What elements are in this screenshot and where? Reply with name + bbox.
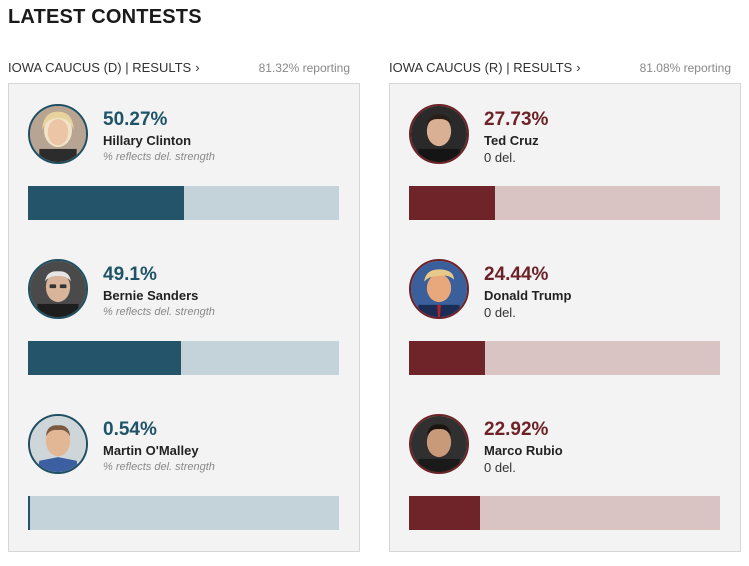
contest-results-link[interactable]: IOWA CAUCUS (D) | RESULTS › bbox=[8, 60, 200, 75]
contest-title: IOWA CAUCUS (D) | RESULTS bbox=[8, 60, 192, 75]
vote-bar-fill bbox=[409, 186, 496, 220]
vote-bar-fill bbox=[28, 341, 181, 375]
delegate-count: 0 del. bbox=[484, 460, 516, 475]
delegate-note: % reflects del. strength bbox=[103, 151, 215, 163]
vote-percentage: 24.44% bbox=[484, 264, 549, 285]
results-panel: 27.73% Ted Cruz 0 del. 24.44% Donald Tru… bbox=[389, 83, 741, 552]
contest-header: IOWA CAUCUS (D) | RESULTS › 81.32% report… bbox=[8, 60, 360, 78]
vote-bar-fill bbox=[28, 496, 30, 530]
contest-iowa-rep: IOWA CAUCUS (R) | RESULTS › 81.08% report… bbox=[389, 60, 741, 552]
candidate-row: 27.73% Ted Cruz 0 del. bbox=[390, 104, 740, 244]
vote-bar-track bbox=[409, 186, 720, 220]
vote-bar-fill bbox=[409, 341, 485, 375]
page-title: LATEST CONTESTS bbox=[8, 6, 202, 28]
vote-bar-track bbox=[409, 496, 720, 530]
vote-percentage: 50.27% bbox=[103, 109, 168, 130]
vote-percentage: 49.1% bbox=[103, 264, 157, 285]
vote-bar-fill bbox=[28, 186, 185, 220]
contest-header: IOWA CAUCUS (R) | RESULTS › 81.08% report… bbox=[389, 60, 741, 78]
vote-bar-track bbox=[28, 186, 339, 220]
vote-bar-track bbox=[28, 341, 339, 375]
vote-percentage: 22.92% bbox=[484, 419, 549, 440]
candidate-row: 0.54% Martin O'Malley % reflects del. st… bbox=[9, 414, 359, 554]
vote-percentage: 27.73% bbox=[484, 109, 549, 130]
delegate-count: 0 del. bbox=[484, 150, 516, 165]
candidate-name: Bernie Sanders bbox=[103, 288, 199, 303]
candidate-name: Martin O'Malley bbox=[103, 443, 199, 458]
hillary-clinton-avatar bbox=[28, 104, 88, 164]
delegate-note: % reflects del. strength bbox=[103, 461, 215, 473]
bernie-sanders-avatar bbox=[28, 259, 88, 319]
reporting-status: 81.32% reporting bbox=[258, 61, 350, 75]
vote-percentage: 0.54% bbox=[103, 419, 157, 440]
donald-trump-avatar bbox=[409, 259, 469, 319]
reporting-status: 81.08% reporting bbox=[639, 61, 731, 75]
candidate-row: 50.27% Hillary Clinton % reflects del. s… bbox=[9, 104, 359, 244]
candidate-row: 24.44% Donald Trump 0 del. bbox=[390, 259, 740, 399]
contest-results-link[interactable]: IOWA CAUCUS (R) | RESULTS › bbox=[389, 60, 581, 75]
marco-rubio-avatar bbox=[409, 414, 469, 474]
vote-bar-track bbox=[409, 341, 720, 375]
candidate-row: 22.92% Marco Rubio 0 del. bbox=[390, 414, 740, 554]
martin-omalley-avatar bbox=[28, 414, 88, 474]
candidate-name: Marco Rubio bbox=[484, 443, 563, 458]
chevron-right-icon: › bbox=[195, 60, 200, 75]
delegate-count: 0 del. bbox=[484, 305, 516, 320]
delegate-note: % reflects del. strength bbox=[103, 306, 215, 318]
candidate-row: 49.1% Bernie Sanders % reflects del. str… bbox=[9, 259, 359, 399]
candidate-name: Ted Cruz bbox=[484, 133, 539, 148]
results-panel: 50.27% Hillary Clinton % reflects del. s… bbox=[8, 83, 360, 552]
vote-bar-fill bbox=[409, 496, 481, 530]
ted-cruz-avatar bbox=[409, 104, 469, 164]
candidate-name: Hillary Clinton bbox=[103, 133, 192, 148]
contest-title: IOWA CAUCUS (R) | RESULTS bbox=[389, 60, 573, 75]
chevron-right-icon: › bbox=[576, 60, 581, 75]
candidate-name: Donald Trump bbox=[484, 288, 572, 303]
vote-bar-track bbox=[28, 496, 339, 530]
contest-iowa-dem: IOWA CAUCUS (D) | RESULTS › 81.32% report… bbox=[8, 60, 360, 552]
